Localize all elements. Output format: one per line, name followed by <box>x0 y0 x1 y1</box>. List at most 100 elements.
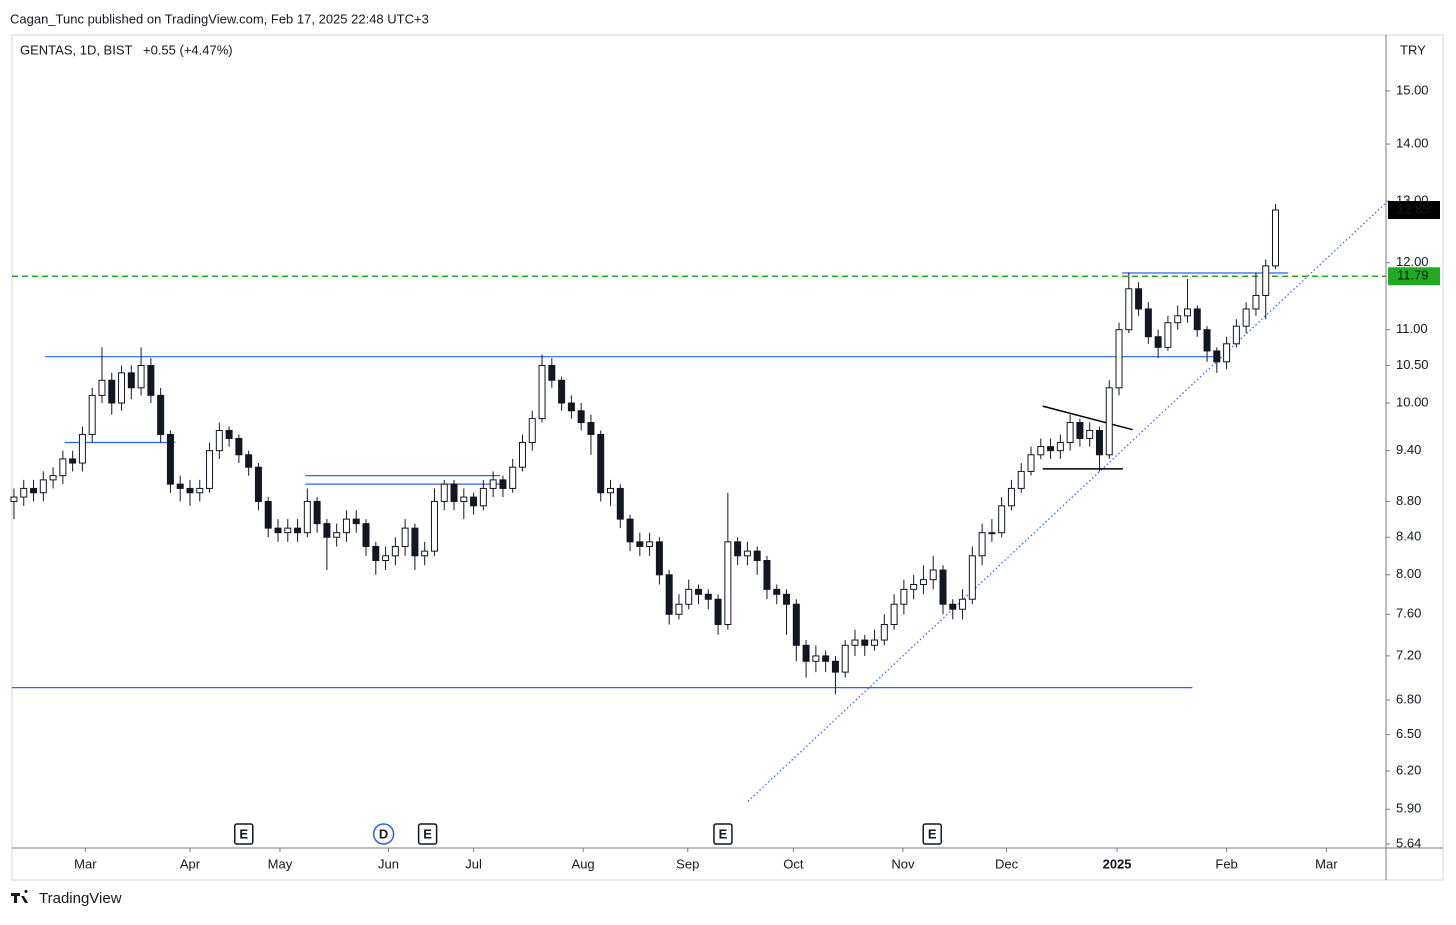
candle-body <box>196 487 204 494</box>
candle-body <box>1017 470 1025 489</box>
candle-body <box>655 541 663 576</box>
x-tick-label: 2025 <box>1103 856 1132 871</box>
change: +0.55 (+4.47%) <box>143 42 233 57</box>
currency: TRY <box>1400 42 1426 57</box>
candle-body <box>303 500 311 534</box>
candle-body <box>714 598 722 625</box>
y-tick-label: 11.00 <box>1396 321 1428 336</box>
candle-body <box>636 541 644 547</box>
candle-body <box>1095 429 1103 456</box>
candle-body <box>871 639 879 646</box>
y-tick-label: 6.50 <box>1396 726 1421 741</box>
candle-body <box>1232 325 1240 345</box>
candle-body <box>528 418 536 444</box>
candle-body <box>274 527 282 534</box>
candle-body <box>1154 336 1162 348</box>
candle-body <box>685 588 693 605</box>
candle-body <box>880 623 888 641</box>
logo <box>11 889 28 903</box>
candle-body <box>342 518 350 534</box>
candle-body <box>1086 429 1094 439</box>
candle-body <box>450 483 458 502</box>
y-tick-label: 7.20 <box>1396 647 1421 662</box>
candle-body <box>1164 322 1172 348</box>
candle-body <box>118 372 126 404</box>
x-tick-label: Oct <box>783 856 804 871</box>
candle-body <box>470 496 478 507</box>
candle-body <box>1252 294 1260 310</box>
candle-body <box>264 500 272 529</box>
x-tick-label: Aug <box>572 856 595 871</box>
candle-body <box>489 479 497 489</box>
candle-body <box>538 364 546 420</box>
x-tick-label: Jun <box>378 856 399 871</box>
candle-body <box>988 532 996 535</box>
candle-body <box>606 487 614 494</box>
candle-body <box>430 500 438 552</box>
x-tick-label: May <box>268 856 293 871</box>
candle-body <box>675 603 683 615</box>
frame <box>11 34 1444 881</box>
candle-body <box>724 541 732 625</box>
candle-body <box>1007 487 1015 507</box>
candle-body <box>88 394 96 435</box>
candle-body <box>78 433 86 464</box>
candle-body <box>1076 422 1084 439</box>
candle-body <box>597 433 605 494</box>
candle-body <box>616 487 624 520</box>
y-tick-label: 8.40 <box>1396 529 1421 544</box>
trend-line <box>1042 405 1133 431</box>
price-line-label-bg <box>1388 267 1440 286</box>
candle-body <box>831 660 839 673</box>
candle-body <box>734 541 742 557</box>
x-tick-label: Dec <box>995 856 1019 871</box>
candle-body <box>157 394 165 435</box>
candle-body <box>558 379 566 404</box>
candle-body <box>352 518 360 525</box>
x-tick-label: Nov <box>891 856 915 871</box>
candle-body <box>665 574 673 615</box>
candle-body <box>1135 288 1143 310</box>
candle-body <box>39 479 47 494</box>
y-tick-label: 6.20 <box>1396 762 1421 777</box>
candle-body <box>20 487 28 498</box>
candle-body <box>127 372 135 389</box>
candle-body <box>783 593 791 605</box>
candle-body <box>333 532 341 538</box>
candle-body <box>509 466 517 489</box>
candle-body <box>391 545 399 557</box>
candle-body <box>137 364 145 389</box>
last-price-bg <box>1388 201 1440 220</box>
y-tick-label: 15.00 <box>1396 82 1429 97</box>
trend-line <box>747 202 1387 802</box>
event-marker <box>234 823 254 845</box>
event-label: E <box>928 826 937 841</box>
footer-brand: TradingView <box>39 890 122 907</box>
candle-body <box>294 527 302 534</box>
candle-body <box>753 550 761 562</box>
candle-body <box>30 487 38 494</box>
candle-body <box>851 639 859 646</box>
y-tick-label: 10.00 <box>1396 394 1429 409</box>
candle-body <box>743 550 751 557</box>
candle-body <box>59 458 67 477</box>
candle-body <box>567 402 575 412</box>
y-tick-label: 7.60 <box>1396 606 1421 621</box>
candle-body <box>587 422 595 435</box>
candles <box>10 204 1279 695</box>
candle-body <box>108 379 116 404</box>
candle-body <box>206 450 214 489</box>
y-tick-label: 8.80 <box>1396 493 1421 508</box>
candle-body <box>176 483 184 489</box>
x-tick-label: Apr <box>180 856 201 871</box>
candle-body <box>1174 315 1182 324</box>
candle-body <box>1242 308 1250 327</box>
y-tick-label: 5.64 <box>1396 835 1421 850</box>
candle-body <box>910 583 918 590</box>
candle-body <box>695 588 703 595</box>
candle-body <box>69 458 77 464</box>
candle-body <box>939 569 947 605</box>
event-marker <box>417 823 438 845</box>
candle-body <box>646 541 654 547</box>
